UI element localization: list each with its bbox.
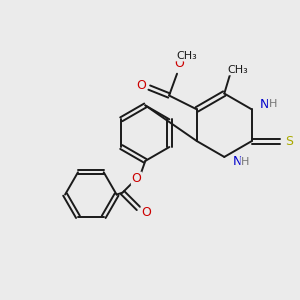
Text: N: N	[232, 155, 242, 168]
Text: O: O	[136, 79, 146, 92]
Text: H: H	[268, 99, 277, 110]
Text: N: N	[260, 98, 269, 111]
Text: O: O	[174, 57, 184, 70]
Text: CH₃: CH₃	[177, 51, 197, 61]
Text: CH₃: CH₃	[228, 65, 249, 75]
Text: H: H	[241, 157, 249, 167]
Text: S: S	[285, 135, 293, 148]
Text: O: O	[131, 172, 141, 185]
Text: O: O	[141, 206, 151, 219]
